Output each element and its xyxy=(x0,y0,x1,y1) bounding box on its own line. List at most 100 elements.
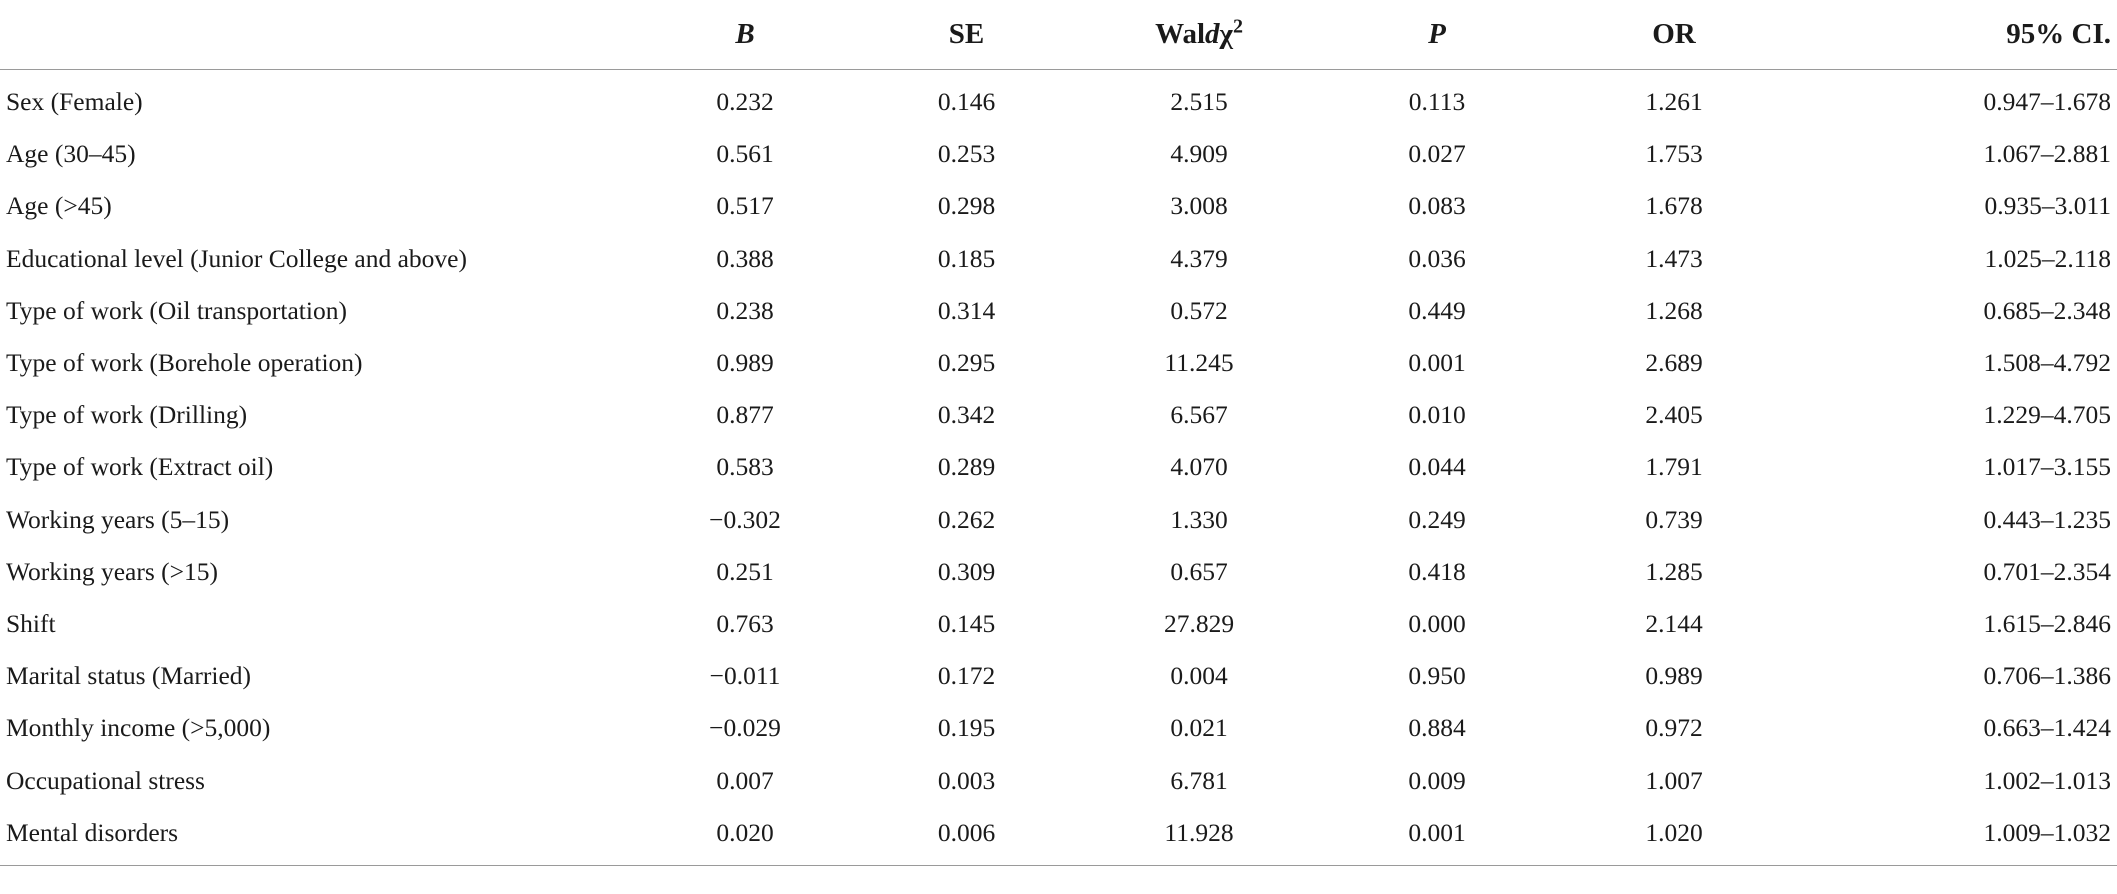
b-cell: 0.989 xyxy=(716,348,774,378)
or-cell: 2.144 xyxy=(1645,608,1703,638)
variable-cell: Type of work (Borehole operation) xyxy=(6,348,363,378)
b-cell: 0.232 xyxy=(716,87,774,117)
header-p-text: P xyxy=(1428,18,1446,50)
ci-cell: 1.067–2.881 xyxy=(1983,139,2112,169)
or-cell: 1.791 xyxy=(1645,452,1703,482)
ci-cell: 0.701–2.354 xyxy=(1983,556,2112,586)
se-cell: 0.289 xyxy=(937,452,996,482)
se-cell: 0.342 xyxy=(937,400,996,430)
wald-cell: 0.657 xyxy=(1170,556,1228,586)
ci-cell: 1.229–4.705 xyxy=(1983,400,2112,430)
se-cell: 0.185 xyxy=(937,243,996,273)
wald-cell: 0.021 xyxy=(1170,713,1228,743)
or-cell: 1.285 xyxy=(1645,556,1703,586)
se-cell: 0.298 xyxy=(937,191,996,221)
or-cell: 0.739 xyxy=(1645,504,1703,534)
p-cell: 0.950 xyxy=(1408,661,1466,691)
variable-cell: Age (30–45) xyxy=(6,139,136,169)
ci-cell: 1.615–2.846 xyxy=(1983,608,2112,638)
wald-cell: 4.909 xyxy=(1170,139,1228,169)
b-cell: 0.020 xyxy=(636,806,854,866)
p-cell: 0.000 xyxy=(1408,608,1466,638)
p-cell: 0.010 xyxy=(1408,400,1466,430)
b-cell: 0.238 xyxy=(716,295,774,325)
wald-cell: 3.008 xyxy=(1170,191,1228,221)
or-cell: 1.020 xyxy=(1555,806,1793,866)
header-ci: 95% CI. xyxy=(1793,0,2117,70)
or-cell: 0.989 xyxy=(1645,661,1703,691)
variable-cell: Type of work (Extract oil) xyxy=(6,452,274,482)
se-cell: 0.309 xyxy=(937,556,996,586)
wald-cell: 6.781 xyxy=(1170,765,1228,795)
se-cell: 0.006 xyxy=(854,806,1079,866)
header-b: B xyxy=(636,0,854,70)
header-row: B SE Waldχ2 P OR 95% CI. xyxy=(0,0,2117,70)
table-row: Educational level (Junior College and ab… xyxy=(0,233,2117,285)
table-row: Mental disorders 0.020 0.006 11.928 0.001 1.0… xyxy=(0,806,2117,866)
wald-cell: 4.379 xyxy=(1170,243,1228,273)
b-cell: 0.561 xyxy=(716,139,774,169)
table-row: Type of work (Oil transportation) 0.238 0.… xyxy=(0,285,2117,337)
b-cell: 0.251 xyxy=(716,556,774,586)
ci-cell: 1.508–4.792 xyxy=(1983,348,2112,378)
table-row: Working years (5–15) −0.302 0.262 1.330 0.24… xyxy=(0,494,2117,546)
header-p: P xyxy=(1319,0,1555,70)
header-se: SE xyxy=(854,0,1079,70)
wald-cell: 4.070 xyxy=(1170,452,1228,482)
ci-cell: 0.947–1.678 xyxy=(1983,87,2112,117)
variable-cell: Marital status (Married) xyxy=(6,661,252,691)
header-variable xyxy=(0,0,636,70)
or-cell: 1.007 xyxy=(1645,765,1703,795)
or-cell: 1.261 xyxy=(1645,87,1703,117)
ci-cell: 0.663–1.424 xyxy=(1983,713,2112,743)
se-cell: 0.003 xyxy=(937,765,996,795)
table-row: Occupational stress 0.007 0.003 6.781 0.009 1… xyxy=(0,754,2117,806)
table-body: Sex (Female) 0.232 0.146 2.515 0.113 1.261 0.9… xyxy=(0,70,2117,866)
ci-cell: 0.685–2.348 xyxy=(1983,295,2112,325)
wald-cell: 0.572 xyxy=(1170,295,1228,325)
header-or: OR xyxy=(1555,0,1793,70)
table-row: Monthly income (>5,000) −0.029 0.195 0.021 0… xyxy=(0,702,2117,754)
or-cell: 1.268 xyxy=(1645,295,1703,325)
se-cell: 0.195 xyxy=(937,713,996,743)
wald-cell: 27.829 xyxy=(1163,608,1235,638)
p-cell: 0.884 xyxy=(1408,713,1466,743)
se-cell: 0.146 xyxy=(937,87,996,117)
p-cell: 0.036 xyxy=(1408,243,1466,273)
or-cell: 2.405 xyxy=(1645,400,1703,430)
b-cell: 0.583 xyxy=(716,452,774,482)
wald-cell: 11.245 xyxy=(1164,348,1234,378)
variable-cell: Age (>45) xyxy=(6,191,112,221)
header-wald-chi: χ xyxy=(1219,18,1233,50)
logistic-regression-table: B SE Waldχ2 P OR 95% CI. Sex (Female) 0.2… xyxy=(0,0,2117,866)
wald-cell: 0.004 xyxy=(1170,661,1228,691)
se-cell: 0.253 xyxy=(937,139,996,169)
se-cell: 0.314 xyxy=(937,295,996,325)
wald-cell: 1.330 xyxy=(1170,504,1228,534)
header-wald-italic: d xyxy=(1205,18,1220,50)
b-cell: −0.011 xyxy=(709,661,781,691)
ci-cell: 0.935–3.011 xyxy=(1984,191,2111,221)
p-cell: 0.113 xyxy=(1408,87,1466,117)
ci-cell: 0.706–1.386 xyxy=(1983,661,2112,691)
or-cell: 1.678 xyxy=(1645,191,1703,221)
wald-cell: 6.567 xyxy=(1170,400,1228,430)
b-cell: 0.763 xyxy=(716,608,774,638)
or-cell: 1.473 xyxy=(1645,243,1703,273)
ci-cell: 1.009–1.032 xyxy=(1793,806,2117,866)
header-wald: Waldχ2 xyxy=(1079,0,1319,70)
table-header: B SE Waldχ2 P OR 95% CI. xyxy=(0,0,2117,70)
header-wald-sup: 2 xyxy=(1232,15,1243,38)
p-cell: 0.044 xyxy=(1408,452,1466,482)
variable-cell: Monthly income (>5,000) xyxy=(6,713,271,743)
se-cell: 0.172 xyxy=(937,661,996,691)
p-cell: 0.009 xyxy=(1408,765,1466,795)
header-b-text: B xyxy=(735,18,755,50)
b-cell: 0.517 xyxy=(716,191,774,221)
or-cell: 2.689 xyxy=(1645,348,1703,378)
variable-cell: Working years (5–15) xyxy=(6,504,230,534)
p-cell: 0.249 xyxy=(1408,504,1466,534)
variable-cell: Educational level (Junior College and ab… xyxy=(6,243,467,273)
b-cell: −0.302 xyxy=(709,504,781,534)
p-cell: 0.418 xyxy=(1408,556,1466,586)
